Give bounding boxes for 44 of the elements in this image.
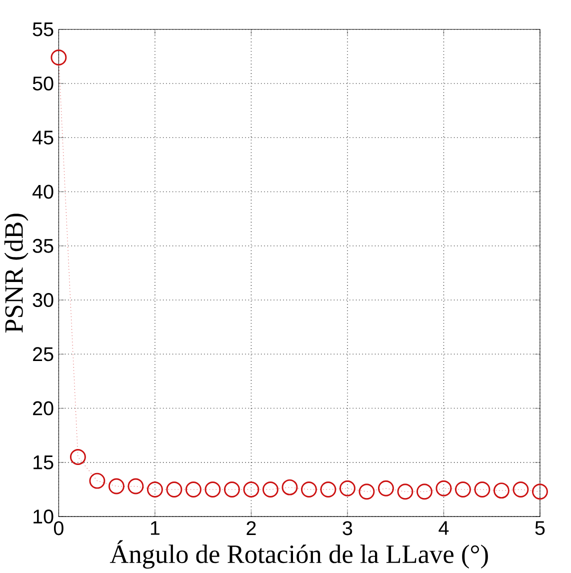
- point: [474, 482, 490, 498]
- point: [70, 449, 86, 465]
- point: [512, 482, 529, 498]
- point: [166, 482, 182, 498]
- y-tick-label: 20: [33, 401, 54, 416]
- point: [204, 482, 221, 498]
- x-axis-title: Ángulo de Rotación de la LLave (°): [110, 540, 488, 569]
- point: [358, 484, 375, 500]
- y-tick-label: 45: [32, 130, 54, 145]
- point: [89, 472, 106, 489]
- point: [436, 480, 452, 496]
- point: [50, 50, 67, 66]
- y-tick-label: 30: [32, 293, 54, 308]
- y-tick-label: 40: [32, 184, 54, 199]
- x-tick-label: 2: [246, 521, 256, 536]
- point: [108, 478, 125, 494]
- point: [397, 484, 414, 500]
- x-tick-label: 0: [54, 521, 64, 536]
- y-tick-label: 35: [32, 238, 54, 253]
- point: [340, 480, 356, 496]
- point: [532, 484, 548, 500]
- point: [378, 480, 394, 496]
- point: [243, 482, 260, 498]
- point: [128, 478, 144, 494]
- x-tick-label: 5: [535, 521, 545, 535]
- x-tick-label: 3: [342, 521, 352, 536]
- y-tick-label: 55: [32, 22, 54, 36]
- y-tick-label: 50: [32, 76, 54, 90]
- y-tick-label: 10: [34, 510, 54, 524]
- y-axis-title: PSNR (dB): [4, 214, 28, 333]
- point: [224, 482, 240, 498]
- point: [320, 482, 336, 498]
- point: [186, 482, 202, 498]
- point: [455, 482, 472, 498]
- point: [147, 482, 164, 498]
- y-tick-label: 25: [33, 347, 54, 362]
- point: [494, 482, 510, 499]
- x-tick-label: 1: [151, 521, 160, 535]
- y-tick-label: 15: [34, 456, 54, 470]
- point: [416, 484, 433, 500]
- point: [282, 479, 298, 496]
- point: [262, 482, 279, 498]
- point: [301, 482, 318, 498]
- x-tick-label: 4: [438, 521, 449, 535]
